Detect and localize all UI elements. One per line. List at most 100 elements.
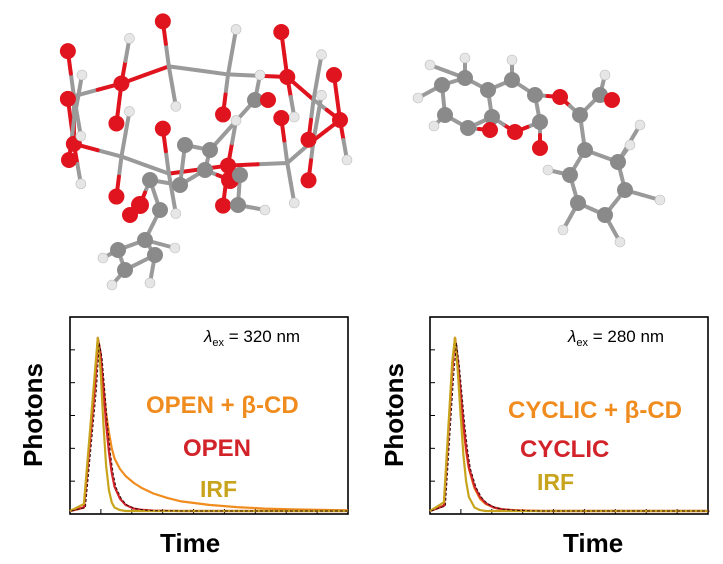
oxygen-atom [326, 67, 342, 83]
oxygen-atom [532, 140, 548, 156]
legend-label-irf: IRF [537, 469, 574, 495]
x-axis-label: Time [563, 528, 623, 558]
lambda-symbol: λ [203, 327, 212, 346]
hydrogen-atom [288, 111, 300, 123]
series-line-overlay [71, 342, 350, 512]
hydrogen-atom [75, 178, 87, 190]
oxygen-atom [108, 115, 125, 132]
carbon-atom [570, 195, 586, 211]
lambda-subscript: ex [212, 337, 224, 349]
carbon-atom [457, 70, 473, 86]
hydrogen-atom [341, 154, 353, 166]
carbon-atom [504, 72, 520, 88]
carbon-atom [110, 242, 126, 258]
carbon-atom [480, 82, 496, 98]
hydrogen-atom [75, 130, 87, 142]
carbon-atom [592, 87, 608, 103]
bond [223, 72, 231, 97]
bond [116, 154, 124, 179]
excitation-wavelength-annotation: λex = 320 nm [203, 327, 300, 349]
oxygen-atom [59, 90, 76, 107]
oxygen-atom [59, 43, 76, 60]
bond [143, 64, 171, 77]
series-line-overlay [431, 342, 710, 512]
bond [298, 86, 316, 102]
carbon-atom [152, 202, 168, 218]
oxygen-atom [154, 120, 171, 137]
y-axis-label: Photons [18, 363, 48, 467]
carbon-atom [142, 172, 158, 188]
legend-label-cyclic-beta-cd: CYCLIC + β-CD [508, 397, 682, 424]
legend-label-cyclic: CYCLIC [520, 436, 609, 463]
legend-label-open: OPEN [183, 435, 251, 462]
hydrogen-atom [424, 59, 436, 71]
carbon-atom [247, 92, 263, 108]
hydrogen-atom [557, 224, 569, 236]
hydrogen-atom [316, 89, 327, 101]
oxygen-atom [273, 110, 290, 127]
bond [311, 75, 320, 102]
y-axis-label: Photons [379, 363, 409, 467]
oxygen-atom [260, 92, 276, 108]
bond [119, 132, 128, 159]
hydrogen-atom [634, 119, 646, 131]
carbon-atom [527, 87, 543, 103]
hydrogen-atom [170, 101, 182, 112]
carbon-atom [117, 262, 133, 278]
hydrogen-atom [106, 279, 118, 291]
open-flavonol-beta-cd-complex [59, 13, 353, 291]
excitation-wavelength-annotation: λex = 280 nm [567, 327, 664, 349]
hydrogen-atom [316, 49, 327, 61]
hydrogen-atom [459, 52, 471, 64]
bond [282, 138, 290, 166]
oxygen-atom [273, 23, 290, 40]
bond [68, 71, 76, 99]
decay-chart-open: Photons Time λex = 320 nm OPEN + β-CD OP… [18, 316, 350, 558]
oxygen-atom [300, 172, 317, 189]
decay-chart-cyclic: Photons Time λex = 280 nm CYCLIC + β-CD … [379, 316, 710, 558]
bond [285, 161, 293, 186]
bond [255, 161, 290, 167]
carbon-atom [202, 142, 218, 158]
carbon-atom [610, 154, 626, 170]
x-axis-label: Time [160, 528, 220, 558]
hydrogen-atom [230, 24, 242, 35]
hydrogen-atom [542, 164, 554, 176]
bond [166, 64, 175, 89]
carbon-atom [562, 167, 578, 183]
oxygen-atom [300, 131, 317, 148]
oxygen-atom [61, 152, 77, 168]
molecular-structures [59, 13, 666, 291]
carbon-atom [232, 167, 248, 183]
carbon-atom [137, 232, 153, 248]
carbon-atom [197, 162, 213, 178]
oxygen-atom [108, 188, 125, 205]
lambda-value: = 280 nm [588, 327, 664, 346]
oxygen-atom [122, 207, 138, 223]
bond [196, 68, 231, 77]
oxygen-atom [215, 106, 232, 123]
carbon-atom [460, 120, 476, 136]
carbon-atom [230, 197, 246, 213]
hydrogen-atom [254, 69, 266, 81]
bond [285, 149, 303, 166]
hydrogen-atom [428, 120, 440, 132]
cyclic-flavonol [412, 52, 666, 248]
hydrogen-atom [412, 92, 424, 104]
lambda-symbol: λ [567, 327, 576, 346]
oxygen-atom [482, 122, 498, 138]
hydrogen-atom [614, 236, 626, 248]
hydrogen-atom [124, 106, 135, 117]
series-lines [69, 336, 350, 513]
oxygen-atom [552, 89, 568, 105]
oxygen-atom [279, 68, 296, 85]
oxygen-atom [332, 112, 348, 128]
bond [163, 149, 171, 176]
hydrogen-atom [169, 242, 181, 254]
carbon-atom [147, 247, 163, 263]
hydrogen-atom [230, 115, 242, 126]
hydrogen-atom [599, 69, 611, 81]
legend-label-irf: IRF [200, 476, 237, 502]
hydrogen-atom [259, 204, 271, 216]
bond [226, 72, 260, 78]
